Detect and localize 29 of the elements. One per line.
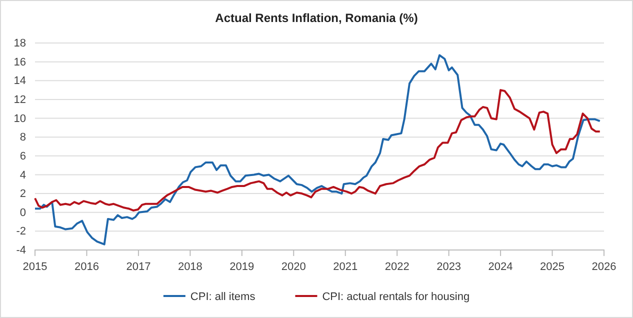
line-series [34,89,601,212]
legend-label: CPI: all items [190,291,256,303]
x-tick-label: 2019 [230,260,254,273]
x-tick-label: 2020 [281,260,306,273]
x-tick-label: 2026 [592,260,616,273]
x-tick-label: 2022 [384,260,410,273]
x-tick-label: 2018 [178,260,202,273]
y-tick-label: 16 [14,56,26,68]
x-tick-label: 2021 [333,260,358,273]
y-tick-label: 2 [20,188,26,200]
x-tick-label: 2017 [126,260,151,273]
x-tick-label: 2024 [488,260,513,273]
x-tick-label: 2025 [540,260,565,273]
x-tick-label: 2015 [22,260,48,273]
y-tick-label: 8 [20,132,26,144]
y-tick-label: 0 [20,206,26,219]
x-tick-label: 2023 [436,260,462,273]
y-tick-label: 4 [20,169,26,182]
line-series [34,54,601,246]
y-tick-label: 12 [14,94,26,106]
y-tick-label: 14 [14,75,26,88]
y-tick-label: 10 [14,112,26,125]
chart-title: Actual Rents Inflation, Romania (%) [215,11,418,25]
legend-label: CPI: actual rentals for housing [322,291,470,303]
y-tick-label: -2 [16,226,26,238]
y-tick-label: 18 [14,38,26,50]
y-tick-label: 6 [20,150,26,162]
y-tick-label: -4 [16,244,26,257]
x-tick-label: 2016 [74,260,99,273]
